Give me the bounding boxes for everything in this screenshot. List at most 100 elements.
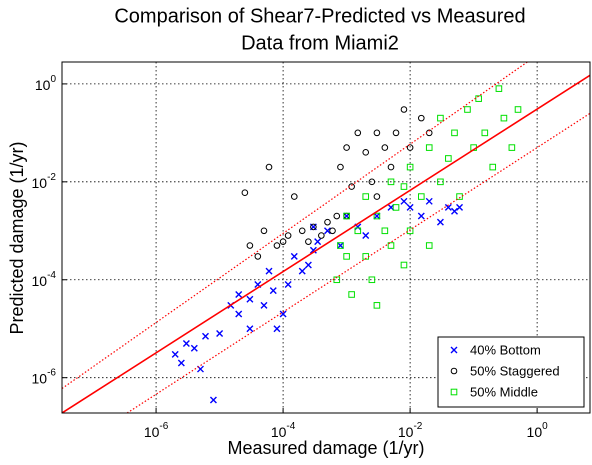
legend-box xyxy=(437,336,585,408)
point xyxy=(373,129,381,137)
point xyxy=(318,232,325,239)
point xyxy=(392,129,400,137)
point xyxy=(417,193,425,200)
point xyxy=(209,396,217,404)
point xyxy=(314,238,322,246)
point xyxy=(362,193,370,200)
point xyxy=(265,267,273,275)
point xyxy=(417,114,425,122)
point xyxy=(324,218,331,226)
point xyxy=(310,223,317,231)
point xyxy=(406,163,414,171)
point xyxy=(241,189,249,196)
reference-line xyxy=(62,74,590,413)
point xyxy=(417,212,425,220)
point xyxy=(381,144,389,151)
point xyxy=(425,242,433,249)
point xyxy=(235,290,243,298)
point xyxy=(495,85,503,92)
legend-marker xyxy=(450,346,458,354)
point xyxy=(329,227,336,235)
point xyxy=(381,227,389,235)
point xyxy=(290,252,298,260)
y-tick-label: 10-4 xyxy=(32,269,57,288)
point xyxy=(400,106,408,113)
point xyxy=(343,212,350,220)
point xyxy=(343,253,350,260)
legend-marker xyxy=(450,388,458,396)
point xyxy=(202,332,209,340)
point xyxy=(290,193,298,200)
point xyxy=(406,227,414,235)
point xyxy=(284,281,292,288)
point xyxy=(437,178,444,186)
point xyxy=(279,310,287,318)
x-tick-label: 100 xyxy=(527,421,549,440)
x-tick-label: 10-2 xyxy=(398,421,423,440)
point xyxy=(400,197,408,205)
y-tick-label: 10-6 xyxy=(32,367,57,386)
point xyxy=(500,114,508,122)
point xyxy=(392,204,400,211)
point xyxy=(444,203,452,211)
point xyxy=(514,106,522,113)
point xyxy=(451,207,458,215)
point xyxy=(273,325,281,333)
reference-line xyxy=(62,62,528,390)
point xyxy=(216,329,224,337)
point xyxy=(445,155,452,162)
x-tick-label: 10-4 xyxy=(271,421,296,440)
chart-title: Data from Miami2 xyxy=(241,32,399,54)
point xyxy=(254,253,262,260)
point xyxy=(373,193,381,200)
point xyxy=(362,149,370,156)
point xyxy=(246,242,254,249)
point xyxy=(368,178,376,186)
point xyxy=(373,212,381,220)
point xyxy=(279,238,287,245)
y-tick-label: 10-2 xyxy=(32,171,57,190)
point xyxy=(336,242,344,250)
point xyxy=(337,163,344,171)
point xyxy=(323,227,331,235)
point xyxy=(260,227,268,235)
point xyxy=(309,246,317,254)
point xyxy=(425,144,433,151)
point xyxy=(451,129,458,137)
point xyxy=(489,163,497,171)
point xyxy=(235,310,243,318)
x-tick-label: 10-6 xyxy=(144,421,169,440)
legend-label: 50% Staggered xyxy=(470,363,560,378)
point xyxy=(368,276,376,284)
point xyxy=(400,183,408,190)
point xyxy=(298,267,306,275)
point xyxy=(304,261,312,269)
point xyxy=(400,261,408,269)
point xyxy=(362,232,370,240)
chart-title: Comparison of Shear7-Predicted vs Measur… xyxy=(114,5,525,27)
point xyxy=(387,163,395,171)
reference-line xyxy=(126,112,590,413)
point xyxy=(190,344,198,352)
plot-frame xyxy=(61,61,591,414)
point xyxy=(456,203,464,211)
point xyxy=(373,212,381,220)
point xyxy=(387,178,395,186)
legend-label: 50% Middle xyxy=(470,384,538,399)
y-axis-label: Predicted damage (1/yr) xyxy=(7,141,27,334)
point xyxy=(284,232,292,239)
point xyxy=(406,203,414,211)
point xyxy=(171,350,179,358)
point xyxy=(343,144,350,151)
point xyxy=(337,242,344,249)
point xyxy=(354,129,362,137)
point xyxy=(298,227,306,235)
point xyxy=(260,301,268,309)
point xyxy=(348,291,355,298)
point xyxy=(246,295,254,303)
legend-label: 40% Bottom xyxy=(470,342,541,357)
point xyxy=(481,129,489,137)
point xyxy=(273,242,281,249)
